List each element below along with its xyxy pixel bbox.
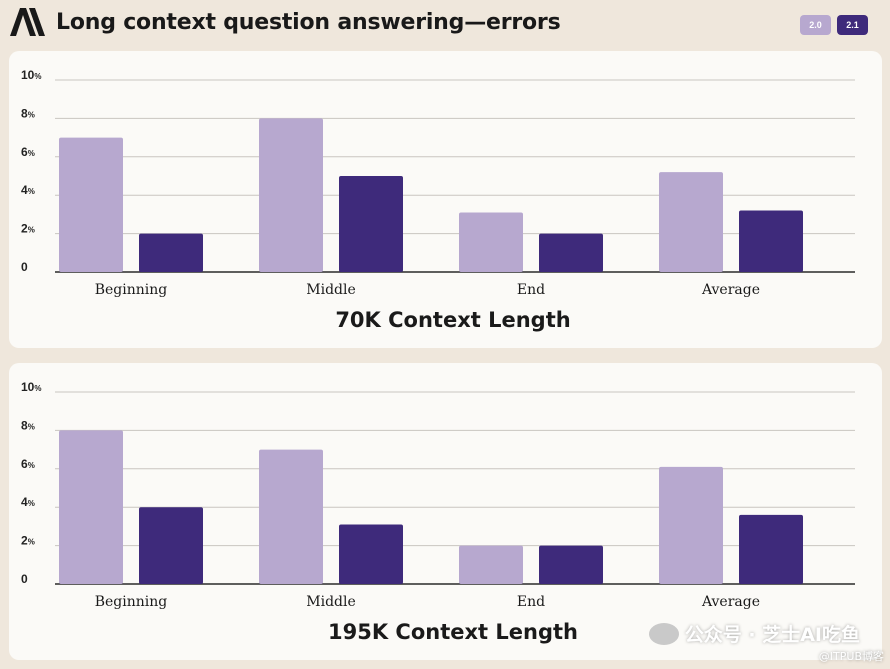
bar-average-2-0 (659, 172, 723, 272)
bar-beginning-2-1 (139, 507, 203, 584)
bar-average-2-1 (739, 210, 803, 272)
chart-title: 70K Context Length (335, 308, 570, 332)
bar-middle-2-0 (259, 118, 323, 273)
bar-end-2-1 (539, 545, 603, 584)
x-category-label: End (517, 594, 545, 610)
legend: 2.0 2.1 (800, 15, 868, 35)
bar-end-2-0 (459, 545, 523, 584)
page-title: Long context question answering—errors (56, 10, 561, 35)
x-category-label: Beginning (95, 282, 168, 298)
x-category-label: Average (701, 594, 760, 610)
y-tick-label: 8% (21, 106, 35, 120)
y-tick-label: 8% (21, 418, 35, 432)
bar-beginning-2-0 (59, 137, 123, 272)
bar-middle-2-1 (339, 524, 403, 584)
x-category-label: Middle (306, 594, 356, 610)
x-category-label: Beginning (95, 594, 168, 610)
chart-70k: 0 2% 4% 6% 8% 10% Beginning Middle End Average 70K… (21, 68, 855, 332)
chart-panel-70k: 0 2% 4% 6% 8% 10% Beginning Middle End Average 70K… (9, 51, 882, 348)
y-tick-label: 2% (21, 222, 35, 236)
bar-end-2-1 (539, 233, 603, 272)
watermark-text: 公众号 · 芝士AI吃鱼 (684, 624, 860, 646)
y-tick-label: 0 (21, 572, 28, 586)
chart-panel-195k: 0 2% 4% 6% 8% 10% Beginning Middle End Average 195… (9, 363, 882, 660)
chart-195k: 0 2% 4% 6% 8% 10% Beginning Middle End Average 195… (21, 380, 855, 644)
y-tick-label: 4% (21, 183, 35, 197)
wechat-icon (648, 622, 679, 645)
header: Long context question answering—errors 2… (0, 0, 890, 50)
bar-average-2-1 (739, 514, 803, 584)
y-tick-label: 2% (21, 534, 35, 548)
bar-beginning-2-1 (139, 233, 203, 272)
y-tick-label: 10% (21, 380, 41, 394)
y-tick-label: 0 (21, 260, 28, 274)
y-tick-label: 6% (21, 145, 35, 159)
watermark: 公众号 · 芝士AI吃鱼 (648, 620, 860, 647)
x-category-label: Average (701, 282, 760, 298)
y-tick-label: 10% (21, 68, 41, 82)
y-tick-label: 6% (21, 457, 35, 471)
watermark-sub: @ITPUB博客 (818, 650, 884, 663)
anthropic-logo-icon (10, 8, 45, 36)
x-category-label: End (517, 282, 545, 298)
bar-middle-2-0 (259, 449, 323, 584)
legend-item-2-1: 2.1 (837, 15, 868, 35)
chart-title: 195K Context Length (328, 620, 578, 644)
y-tick-label: 4% (21, 495, 35, 509)
bar-beginning-2-0 (59, 430, 123, 584)
bar-middle-2-1 (339, 176, 403, 272)
bar-average-2-0 (659, 466, 723, 584)
x-category-label: Middle (306, 282, 356, 298)
bar-end-2-0 (459, 212, 523, 272)
legend-item-2-0: 2.0 (800, 15, 831, 35)
